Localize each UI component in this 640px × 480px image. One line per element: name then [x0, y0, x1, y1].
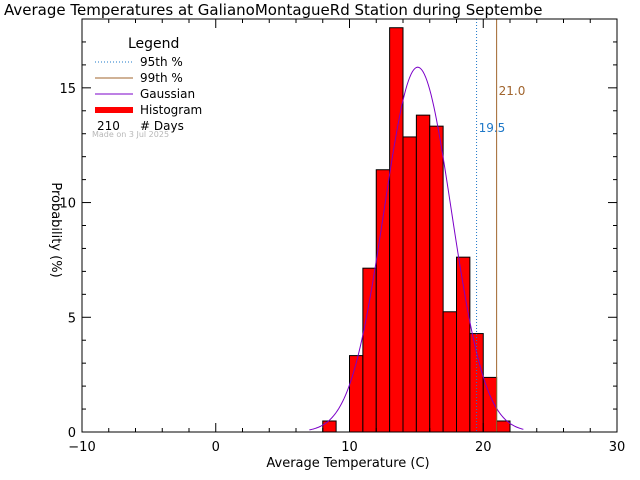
histogram-bar	[442, 311, 457, 433]
percentile-99-label: 21.0	[499, 84, 526, 98]
made-on-annotation: Made on 3 Jul 2025	[92, 130, 169, 139]
histogram-bar	[375, 169, 391, 433]
y-tick-label: 0	[68, 426, 76, 441]
histogram-bar	[389, 27, 404, 433]
histogram-bar	[362, 267, 377, 433]
x-tick-label: 30	[609, 440, 626, 455]
y-tick-label: 5	[68, 311, 76, 326]
legend-label: Gaussian	[140, 87, 195, 101]
x-tick-label: 10	[341, 440, 358, 455]
x-tick-label: −10	[68, 440, 95, 455]
gaussian-curve	[309, 66, 524, 431]
legend-label: 95th %	[140, 55, 183, 69]
x-tick-label: 0	[212, 440, 220, 455]
legend-label: Histogram	[140, 103, 202, 117]
histogram-bar	[402, 136, 417, 433]
histogram-bar	[496, 420, 511, 433]
legend-day-count: 210	[97, 119, 120, 133]
histogram-bar	[322, 420, 337, 433]
y-tick-label: 15	[59, 82, 76, 97]
histogram-bar	[349, 355, 364, 433]
legend-label: 99th %	[140, 71, 183, 85]
y-axis-label: Probability (%)	[48, 182, 63, 277]
x-tick-label: 20	[475, 440, 492, 455]
histogram-bar	[429, 125, 444, 433]
legend-title: Legend	[128, 36, 179, 52]
chart-title: Average Temperatures at GalianoMontagueR…	[4, 1, 543, 19]
y-tick-label: 10	[59, 197, 76, 212]
legend-label: # Days	[140, 119, 184, 133]
histogram-bar	[415, 114, 431, 433]
x-axis-label: Average Temperature (C)	[266, 456, 429, 471]
percentile-95-label: 19.5	[479, 121, 506, 135]
legend: Legend 95th % 99th % Gaussian Histogram 210 #…	[95, 36, 202, 133]
